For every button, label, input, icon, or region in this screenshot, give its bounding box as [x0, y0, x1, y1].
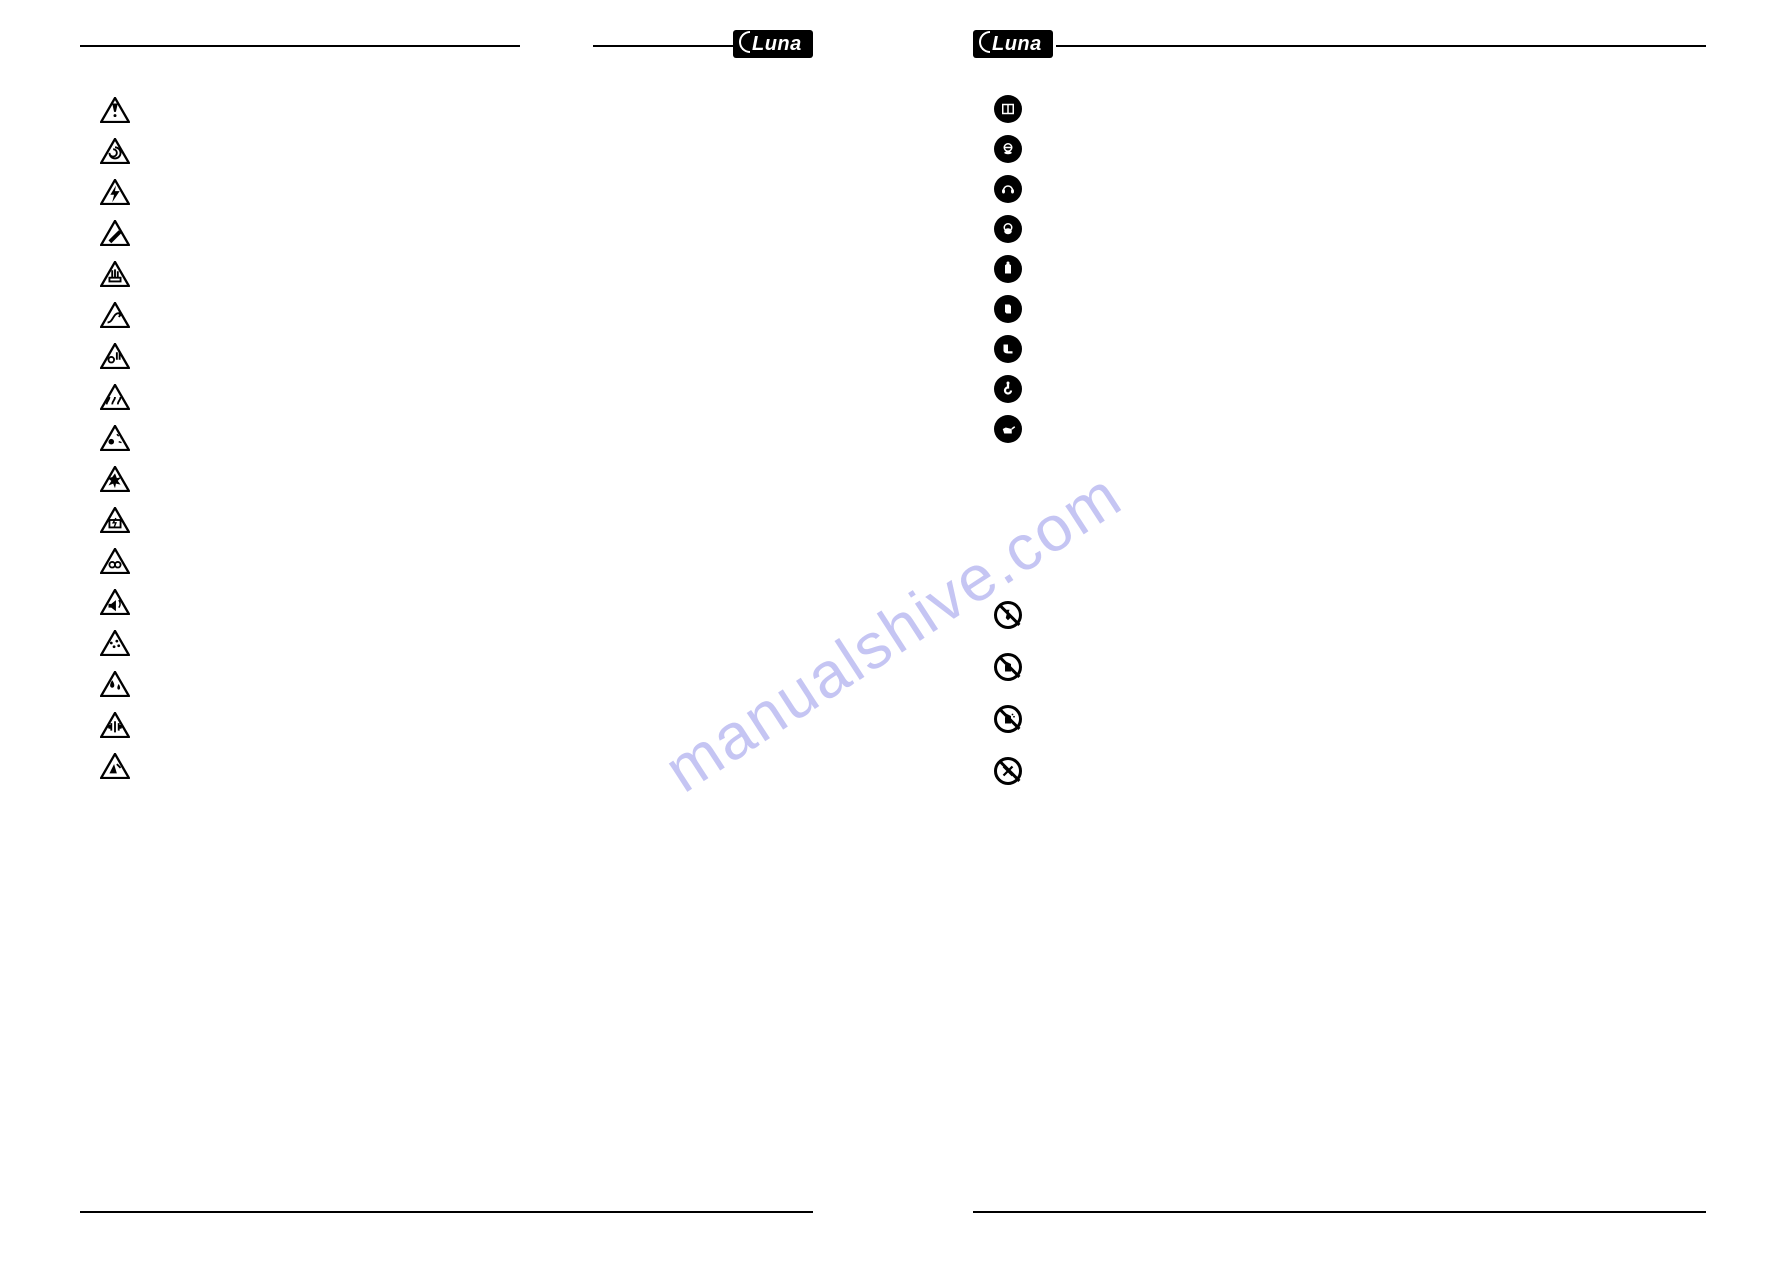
warning-icon-column	[100, 94, 145, 791]
read-manual-icon	[993, 94, 1023, 124]
hot-surface-warning-icon	[100, 381, 130, 413]
rotating-parts-warning-icon	[100, 135, 130, 167]
cutting-warning-icon	[100, 217, 130, 249]
hand-crush-warning-icon	[100, 258, 130, 290]
electricity-warning-icon	[100, 176, 130, 208]
ear-protection-icon	[993, 174, 1023, 204]
hand-entanglement-warning-icon	[100, 340, 130, 372]
rule-bottom	[80, 1211, 813, 1213]
manual-spread: manualshive.com Luna	[0, 0, 1786, 1263]
pinch-point-warning-icon	[100, 545, 130, 577]
no-wet-hands-icon	[993, 704, 1023, 734]
brand-logo: Luna	[733, 30, 813, 58]
battery-hazard-warning-icon	[100, 504, 130, 536]
rule-bottom	[973, 1211, 1706, 1213]
noise-warning-icon	[100, 586, 130, 618]
vibration-warning-icon	[100, 709, 130, 741]
explosion-warning-icon	[100, 463, 130, 495]
lifting-hook-icon	[993, 374, 1023, 404]
prohibition-icon-column	[993, 600, 1038, 808]
mask-protection-icon	[993, 214, 1023, 244]
rule-top	[80, 45, 520, 47]
no-modification-icon	[993, 756, 1023, 786]
oil-lubricate-icon	[993, 414, 1023, 444]
general-warning-icon	[100, 94, 130, 126]
eye-protection-icon	[993, 134, 1023, 164]
safety-boots-icon	[993, 334, 1023, 364]
page-right: Luna	[893, 0, 1786, 1263]
corrosive-warning-icon	[100, 668, 130, 700]
hose-whip-warning-icon	[100, 299, 130, 331]
dust-warning-icon	[100, 627, 130, 659]
no-touch-icon	[993, 652, 1023, 682]
page-left: Luna	[0, 0, 893, 1263]
tipping-warning-icon	[100, 750, 130, 782]
rule-top	[1056, 45, 1706, 47]
flying-debris-warning-icon	[100, 422, 130, 454]
mandatory-icon-column	[993, 94, 1038, 454]
gloves-icon	[993, 294, 1023, 324]
brand-logo: Luna	[973, 30, 1053, 58]
protective-suit-icon	[993, 254, 1023, 284]
no-loose-clothing-icon	[993, 600, 1023, 630]
